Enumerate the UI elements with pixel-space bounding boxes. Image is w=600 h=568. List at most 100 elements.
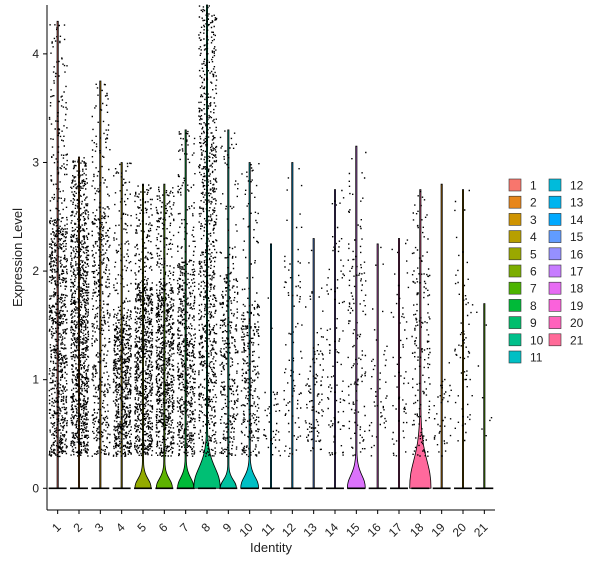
x-tick-label-11: 11 <box>258 520 277 539</box>
legend-label-21: 21 <box>570 333 584 347</box>
points-11 <box>263 297 281 457</box>
x-tick-label-6: 6 <box>156 520 171 535</box>
x-tick-label-19: 19 <box>428 520 448 540</box>
legend-swatch-15 <box>548 230 562 243</box>
x-tick-label-9: 9 <box>220 520 235 535</box>
x-tick-label-4: 4 <box>113 520 128 535</box>
legend-swatch-13 <box>548 195 562 209</box>
legend-label-17: 17 <box>570 265 584 279</box>
legend-label-6: 6 <box>530 265 537 279</box>
points-6 <box>155 186 175 457</box>
x-tick-label-1: 1 <box>49 520 64 535</box>
legend-swatch-17 <box>548 264 562 278</box>
y-ticks-group: 0 1 2 3 4 <box>32 47 47 495</box>
legend-swatch-2 <box>508 195 522 209</box>
legend-label-10: 10 <box>530 333 544 347</box>
y-tick-label-0: 0 <box>32 481 39 495</box>
y-tick-label-1: 1 <box>32 373 39 387</box>
x-tick-label-10: 10 <box>236 520 256 540</box>
violin-17 <box>398 238 400 489</box>
y-tick-label-4: 4 <box>32 47 39 61</box>
legend-label-15: 15 <box>570 230 584 244</box>
points-2 <box>70 157 90 457</box>
points-13 <box>304 249 324 452</box>
x-tick-label-8: 8 <box>198 520 213 535</box>
x-tick-label-12: 12 <box>279 520 299 540</box>
legend-swatch-12 <box>548 178 562 192</box>
legend-swatch-14 <box>548 213 562 226</box>
legend-label-11: 11 <box>530 351 543 365</box>
violin-13 <box>312 238 315 489</box>
points-17 <box>390 239 410 457</box>
legend-label-13: 13 <box>570 196 584 210</box>
legend-swatch-10 <box>508 333 522 347</box>
points-14 <box>326 189 346 456</box>
legend-swatch-16 <box>548 247 562 261</box>
legend-label-3: 3 <box>530 213 537 227</box>
legend-label-2: 2 <box>530 196 537 210</box>
legend-label-16: 16 <box>570 247 584 261</box>
legend-swatch-8 <box>508 299 522 312</box>
y-axis-title: Expression Level <box>10 208 25 307</box>
violin-9 <box>219 129 237 489</box>
legend-label-19: 19 <box>570 299 584 313</box>
y-tick-label-3: 3 <box>32 155 39 169</box>
violin-21 <box>483 303 486 489</box>
legend-label-20: 20 <box>570 316 584 330</box>
violin-12 <box>291 162 294 489</box>
legend-label-4: 4 <box>530 230 537 244</box>
points-4 <box>112 162 132 457</box>
points-3 <box>91 83 111 457</box>
x-tick-label-15: 15 <box>343 520 363 540</box>
x-tick-label-17: 17 <box>386 520 406 540</box>
legend-swatch-4 <box>508 230 522 243</box>
legend-swatch-1 <box>508 178 522 192</box>
x-axis-title: Identity <box>250 540 292 555</box>
violin-16 <box>376 243 379 489</box>
violin-11 <box>270 243 272 489</box>
legend-swatch-19 <box>548 299 562 312</box>
x-tick-label-14: 14 <box>322 520 342 540</box>
legend-swatch-7 <box>508 281 522 295</box>
x-tick-label-3: 3 <box>92 520 107 535</box>
x-tick-label-16: 16 <box>364 520 384 540</box>
points-7 <box>176 130 196 457</box>
legend-label-7: 7 <box>530 282 537 296</box>
legend-swatch-21 <box>548 333 562 347</box>
jitter-points-group <box>48 5 493 458</box>
legend-swatch-11 <box>508 350 522 364</box>
points-8 <box>198 5 218 457</box>
violin-14 <box>334 189 336 489</box>
x-tick-label-21: 21 <box>471 520 491 540</box>
legend-label-9: 9 <box>530 316 537 330</box>
legend-swatch-20 <box>548 316 562 329</box>
x-tick-label-7: 7 <box>177 520 192 535</box>
points-5 <box>134 184 154 457</box>
legend-label-14: 14 <box>570 213 584 227</box>
x-tick-label-13: 13 <box>300 520 320 540</box>
points-19 <box>433 362 452 457</box>
violin-18 <box>409 189 432 489</box>
x-tick-label-18: 18 <box>407 520 427 540</box>
legend-swatch-6 <box>508 264 522 278</box>
legend-swatch-3 <box>508 213 522 226</box>
x-tick-label-2: 2 <box>70 520 85 535</box>
points-1 <box>48 24 68 458</box>
legend-label-5: 5 <box>530 247 537 261</box>
legend-label-18: 18 <box>570 282 584 296</box>
x-tick-label-20: 20 <box>450 520 470 540</box>
violin-10 <box>240 162 260 489</box>
violin-19 <box>440 183 443 489</box>
y-tick-label-2: 2 <box>32 264 39 278</box>
legend-label-12: 12 <box>570 179 584 193</box>
x-ticks-group: 1 2 3 4 5 6 7 8 9 10 11 12 13 14 15 16 17 18 19 20 21 <box>49 510 491 540</box>
legend-label-8: 8 <box>530 299 537 313</box>
legend-swatch-5 <box>508 247 522 261</box>
violin-20 <box>462 189 464 489</box>
legend-label-1: 1 <box>530 179 537 193</box>
x-tick-label-5: 5 <box>134 520 149 535</box>
legend-swatch-18 <box>548 281 562 295</box>
legend-swatch-9 <box>508 316 522 329</box>
